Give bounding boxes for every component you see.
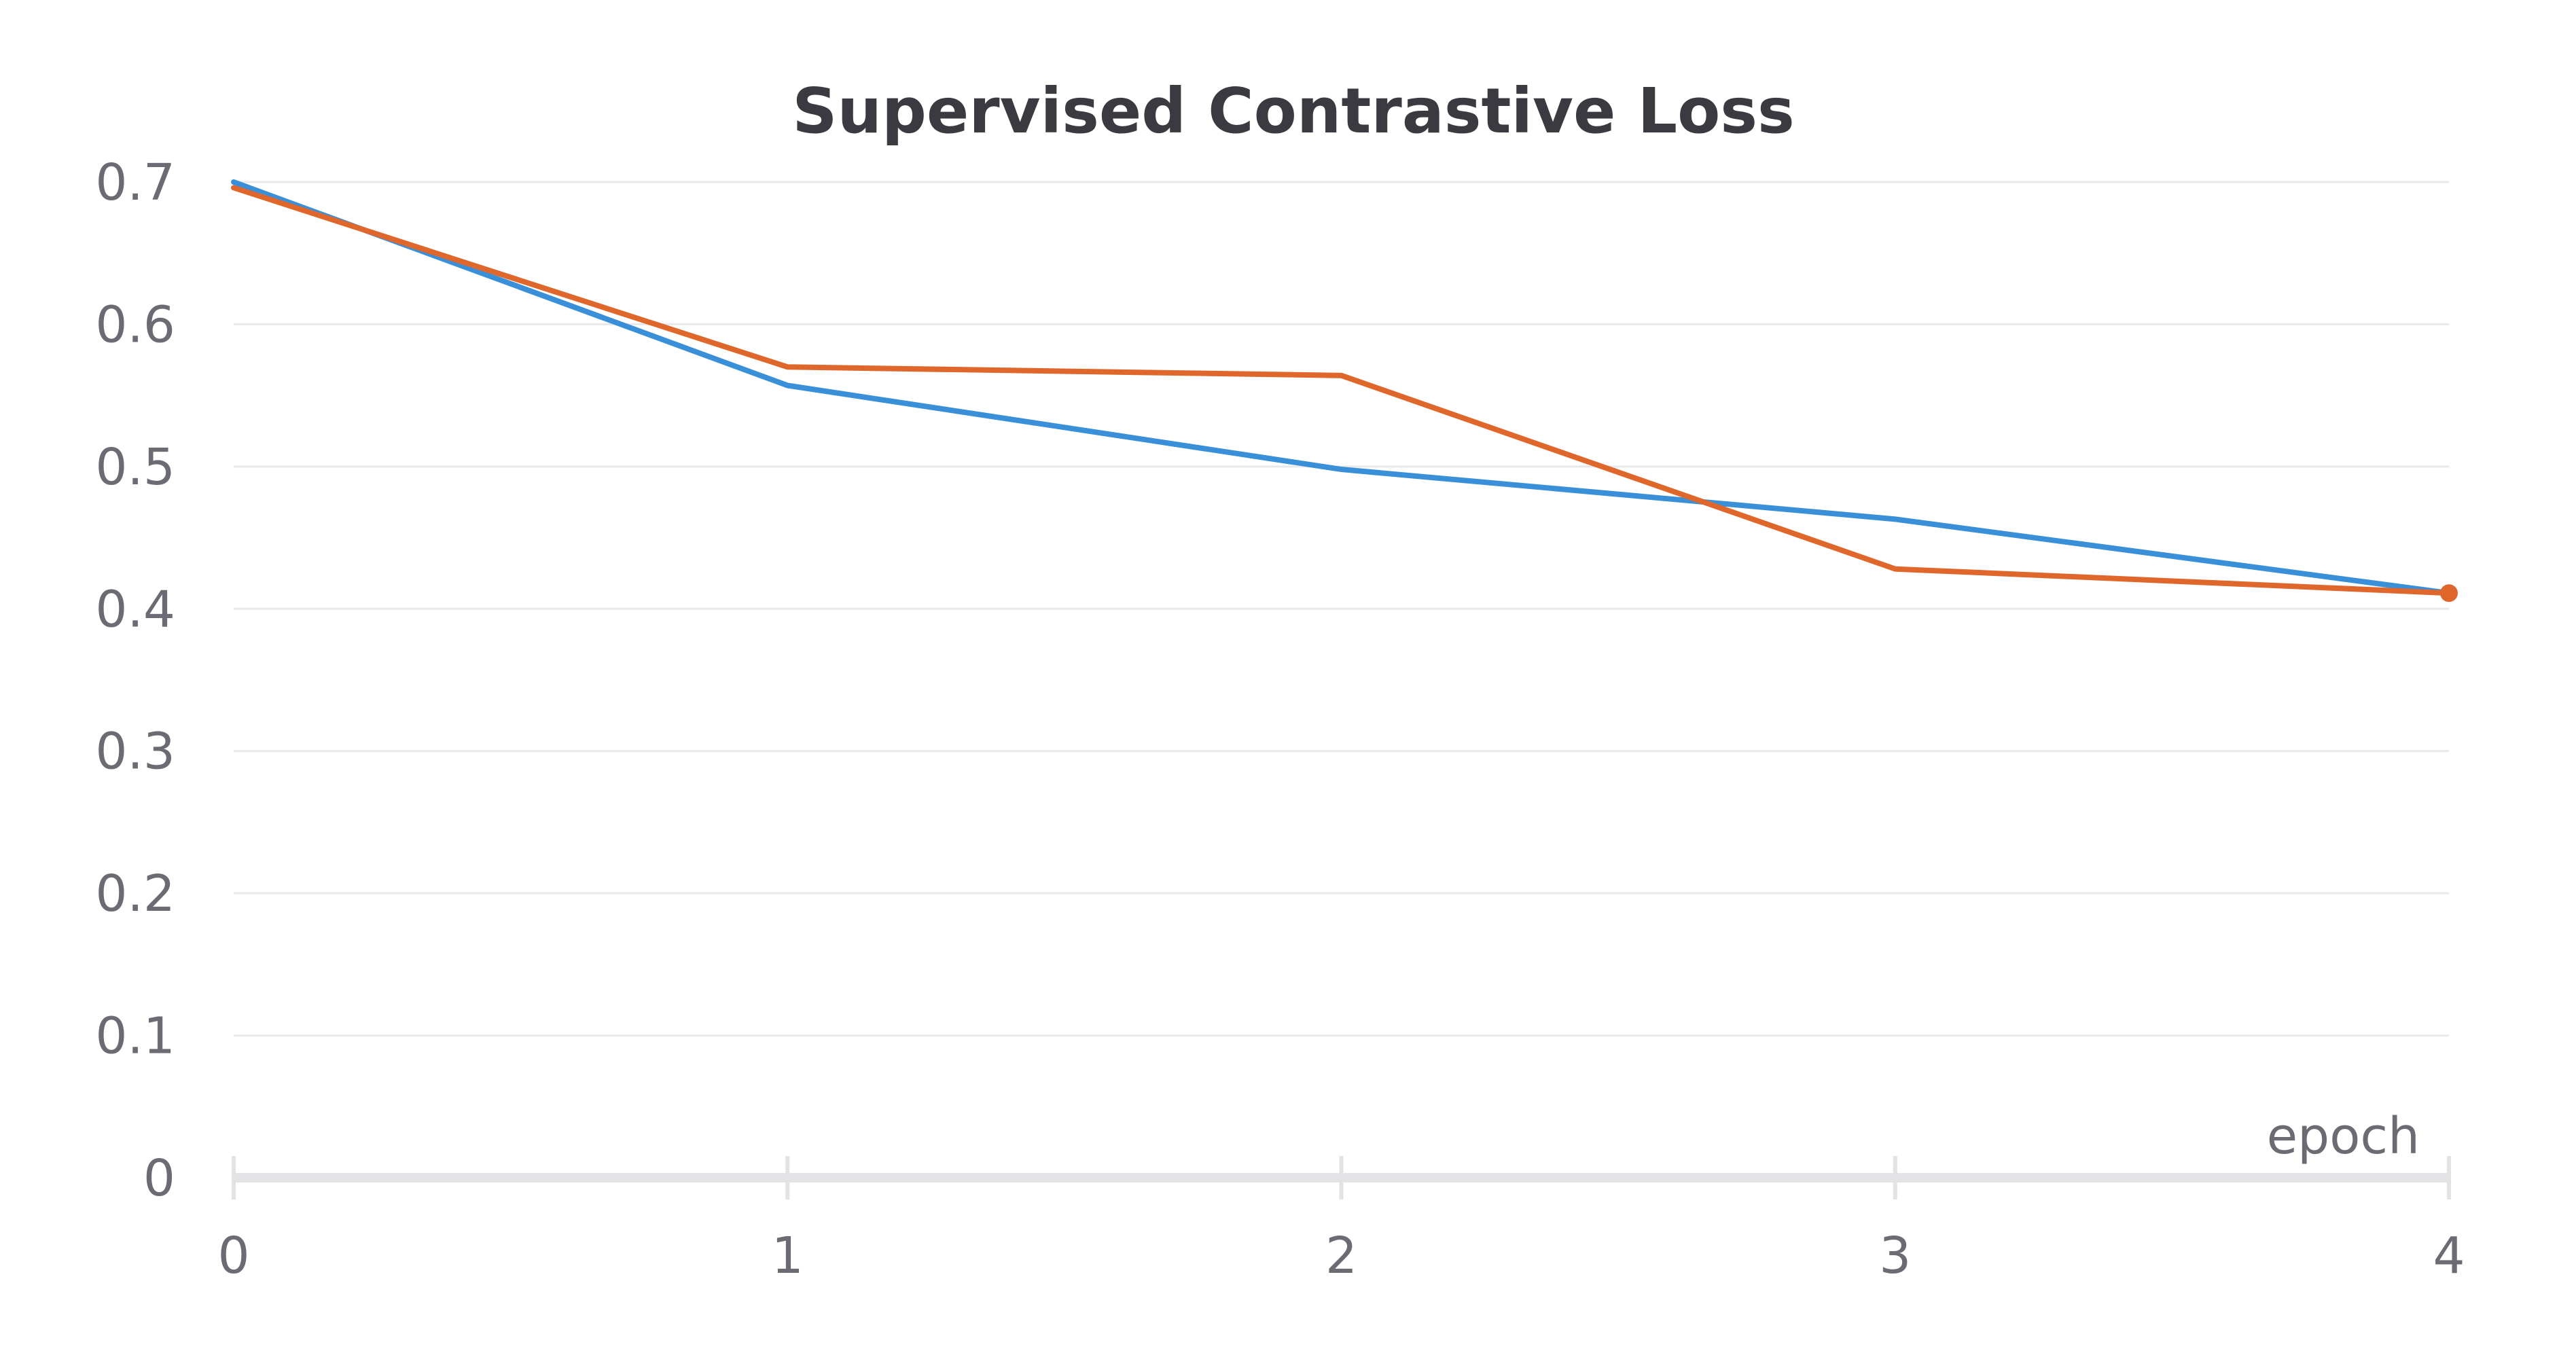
- series-end-point-2: [2440, 584, 2458, 602]
- x-axis: 0 1 2 3 4: [217, 1156, 2465, 1285]
- y-tick-label: 0.2: [95, 865, 175, 923]
- x-tick-label: 4: [2433, 1227, 2465, 1285]
- y-axis: 0 0.1 0.2 0.3 0.4 0.5 0.6 0.7: [95, 154, 175, 1208]
- x-tick-label: 0: [217, 1227, 249, 1285]
- series-line-2: [231, 185, 2452, 596]
- x-tick-label: 1: [772, 1227, 804, 1285]
- y-tick-label: 0.5: [95, 438, 175, 497]
- y-tick-label: 0.6: [95, 295, 175, 354]
- series-line-1: [231, 179, 2452, 596]
- y-tick-label: 0.7: [95, 154, 175, 212]
- x-tick-label: 3: [1879, 1227, 1911, 1285]
- x-axis-label: epoch: [2267, 1107, 2420, 1166]
- gridlines: [234, 181, 2449, 1037]
- y-tick-label: 0.4: [95, 580, 175, 638]
- series-layer: [231, 179, 2458, 602]
- y-tick-label: 0: [143, 1149, 175, 1208]
- chart-title: Supervised Contrastive Loss: [792, 75, 1795, 147]
- y-tick-label: 0.3: [95, 723, 175, 781]
- x-tick-label: 2: [1325, 1227, 1357, 1285]
- y-tick-label: 0.1: [95, 1007, 175, 1066]
